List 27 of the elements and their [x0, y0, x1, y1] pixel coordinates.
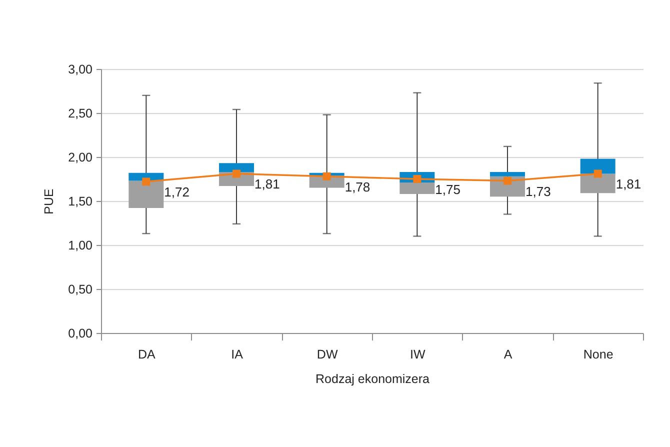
point [504, 176, 512, 185]
data-label: 1,75 [435, 182, 460, 197]
x-tick-label: DW [316, 348, 338, 362]
point [322, 172, 331, 180]
y-axis-title: PUE [42, 188, 56, 214]
point [594, 170, 602, 178]
y-tick-label: 1,50 [68, 194, 93, 208]
x-axis-title: Rodzaj ekonomizera [316, 372, 430, 386]
y-tick-label: 1,00 [68, 238, 93, 252]
data-label: 1,72 [164, 184, 190, 200]
point [413, 175, 422, 183]
point [142, 178, 150, 186]
y-tick-label: 0,00 [68, 326, 93, 340]
data-label: 1,73 [526, 184, 551, 199]
x-tick-label: A [504, 348, 513, 362]
x-tick-label: IW [410, 348, 426, 362]
data-label: 1,81 [254, 176, 280, 192]
data-label: 1,78 [344, 179, 370, 194]
y-tick-label: 2,50 [68, 106, 93, 120]
y-tick-label: 2,00 [68, 150, 93, 164]
data-label: 1,81 [616, 176, 642, 192]
y-tick-label: 3,00 [68, 62, 93, 76]
x-tick-label: IA [231, 348, 244, 362]
point [232, 170, 240, 178]
x-tick-label: DA [138, 348, 156, 362]
x-tick-label: None [583, 348, 614, 362]
y-tick-label: 0,50 [68, 282, 93, 296]
